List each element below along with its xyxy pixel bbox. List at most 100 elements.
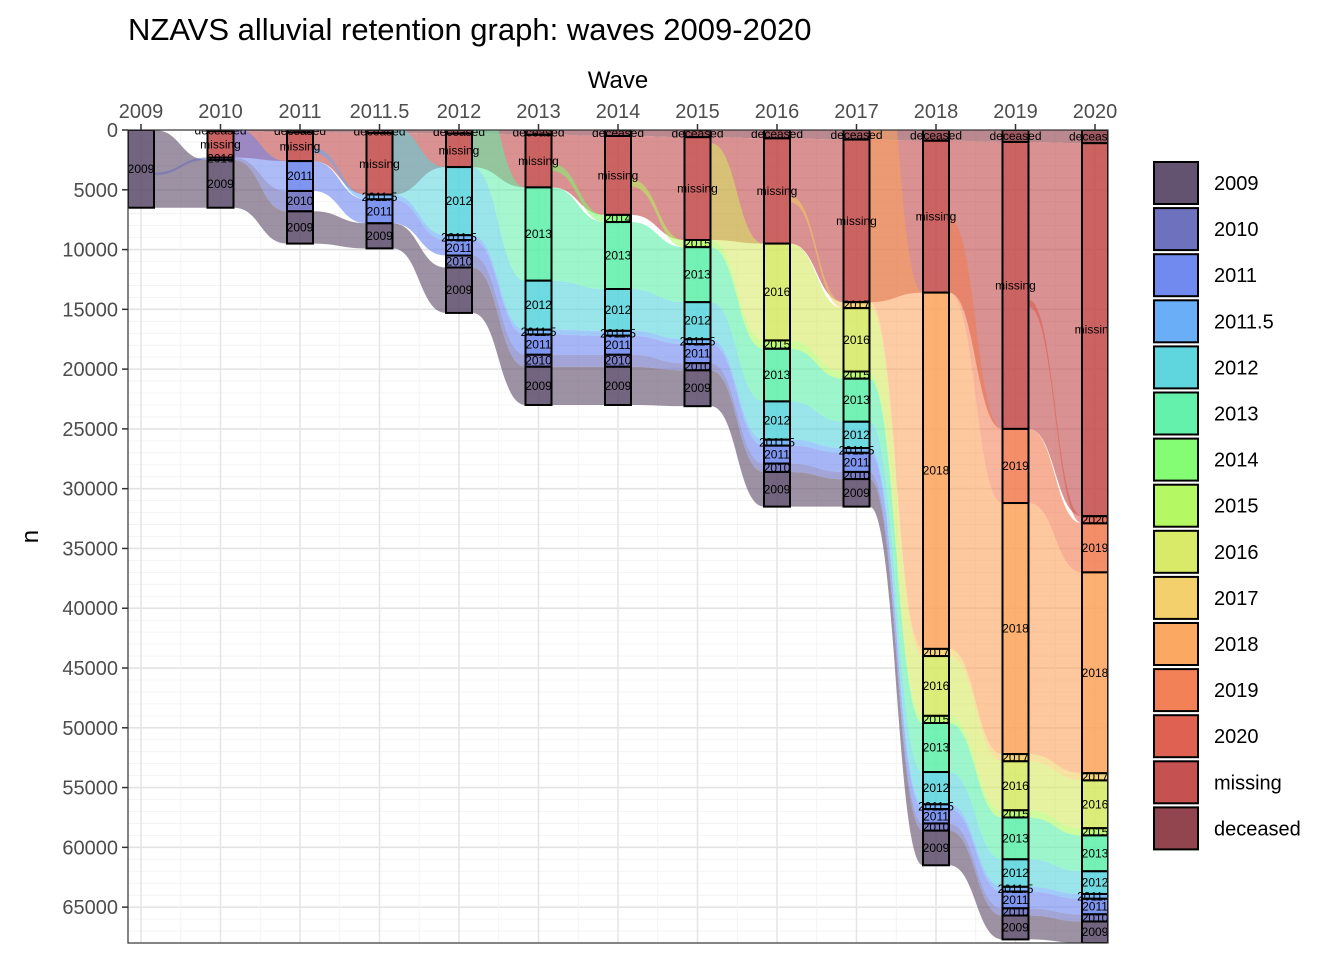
flow	[472, 239, 526, 355]
flow	[631, 366, 685, 407]
x-tick-label: 2020	[1073, 101, 1118, 123]
y-tick-label: 30000	[62, 479, 118, 501]
stratum	[922, 291, 950, 650]
stratum-label: 2011	[446, 241, 472, 255]
flow	[949, 823, 1003, 916]
flow	[1028, 141, 1082, 517]
stratum-label: 2010	[843, 469, 870, 483]
y-tick-label: 60000	[62, 837, 118, 859]
legend-label: 2012	[1214, 357, 1259, 379]
stratum	[286, 160, 314, 192]
flow	[472, 235, 526, 335]
stratum	[922, 771, 950, 806]
flow	[551, 134, 605, 215]
y-tick-label: 65000	[62, 897, 118, 919]
stratum-label: 2014	[605, 211, 632, 225]
flow	[949, 804, 1003, 892]
stratum-label: 2009	[1002, 920, 1029, 934]
flow	[313, 148, 367, 200]
stratum-label: 2020	[1082, 513, 1109, 527]
stratum-label: 2009	[446, 283, 473, 297]
flow	[869, 471, 923, 831]
flow	[790, 243, 844, 372]
flow	[949, 772, 1003, 887]
stratum-label: 2016	[923, 679, 950, 693]
legend-key	[1153, 622, 1199, 666]
stratum	[604, 365, 632, 406]
legend-label: deceased	[1214, 818, 1301, 840]
stratum-label: 2017	[1002, 751, 1029, 765]
flow	[949, 648, 1003, 762]
stratum-label: 2010	[605, 354, 632, 368]
flow	[551, 329, 605, 336]
stratum-label: deceased	[989, 129, 1041, 143]
flow	[313, 161, 367, 224]
flow	[710, 339, 764, 446]
stratum-label: 2011.5	[362, 190, 398, 204]
stratum-label: 2011.5	[918, 800, 954, 814]
stratum-label: 2010	[207, 152, 234, 166]
flow	[710, 302, 764, 440]
stratum-label: 2011	[605, 338, 631, 352]
stratum-label: 2012	[1002, 866, 1029, 880]
x-tick-label: 2013	[516, 101, 561, 123]
flow	[472, 130, 526, 281]
stratum	[365, 222, 394, 250]
stratum-label: 2010	[1082, 911, 1109, 925]
stratum-label: missing	[916, 210, 957, 224]
flow	[869, 302, 923, 657]
flow	[631, 130, 685, 138]
stratum-label: 2013	[605, 249, 632, 263]
flow	[869, 448, 923, 810]
flow	[392, 223, 446, 313]
stratum-label: 2013	[525, 227, 552, 241]
stratum-label: 2009	[366, 229, 393, 243]
flow	[869, 421, 923, 805]
stratum-label: 2011.5	[998, 882, 1034, 896]
flow	[313, 130, 367, 133]
flow	[631, 135, 685, 240]
flow	[631, 354, 685, 371]
stratum-label: 2010	[525, 354, 552, 368]
stratum-label: 2009	[287, 220, 314, 234]
flow	[1028, 428, 1082, 573]
stratum-label: 2009	[764, 482, 791, 496]
stratum-label: 2015	[843, 368, 870, 382]
x-tick-label: 2015	[675, 101, 720, 123]
legend-label: 2013	[1214, 404, 1259, 426]
flow	[949, 656, 1003, 811]
stratum	[842, 138, 871, 304]
flow	[790, 340, 844, 379]
flow	[154, 130, 208, 208]
legend-key	[1153, 529, 1199, 574]
stratum	[445, 266, 473, 314]
stratum-label: 2017	[843, 298, 870, 312]
flow	[631, 330, 685, 345]
stratum	[206, 158, 235, 209]
flow	[790, 463, 844, 480]
stratum-label: 2010	[764, 461, 791, 475]
stratum	[206, 130, 235, 159]
flow	[710, 239, 764, 349]
stratum	[286, 131, 314, 163]
stratum	[365, 131, 394, 196]
stratum-label: 2013	[764, 368, 791, 382]
stratum-label: 2011	[844, 455, 870, 469]
y-tick-label: 40000	[62, 598, 118, 620]
stratum	[445, 132, 473, 169]
stratum-label: missing	[836, 214, 877, 228]
flow	[869, 378, 923, 773]
flow	[551, 163, 605, 223]
stratum-label: 2015	[1082, 825, 1109, 839]
stratum-label: 2018	[1002, 622, 1029, 636]
flow	[154, 157, 208, 176]
flows	[154, 130, 1082, 943]
flow	[1028, 859, 1082, 894]
flow	[313, 211, 367, 249]
legend-label: 2017	[1214, 588, 1259, 610]
stratum	[128, 130, 155, 209]
flow	[1028, 915, 1082, 943]
stratum	[604, 134, 632, 216]
stratum-label: deceased	[274, 124, 326, 138]
